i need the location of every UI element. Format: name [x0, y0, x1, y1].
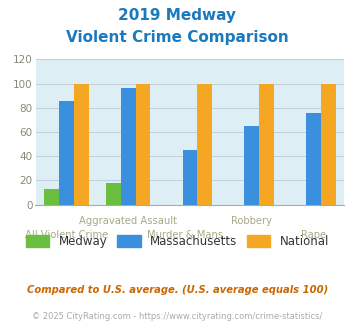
Bar	[306, 113, 321, 205]
Bar	[121, 88, 136, 205]
Text: Robbery: Robbery	[231, 216, 272, 226]
Bar	[106, 183, 121, 205]
Bar	[321, 83, 336, 205]
Text: Murder & Mans...: Murder & Mans...	[147, 230, 233, 240]
Text: Compared to U.S. average. (U.S. average equals 100): Compared to U.S. average. (U.S. average …	[27, 285, 328, 295]
Bar	[44, 189, 59, 205]
Text: Rape: Rape	[301, 230, 326, 240]
Text: Violent Crime Comparison: Violent Crime Comparison	[66, 30, 289, 45]
Text: © 2025 CityRating.com - https://www.cityrating.com/crime-statistics/: © 2025 CityRating.com - https://www.city…	[32, 312, 323, 321]
Bar	[74, 83, 89, 205]
Bar	[136, 83, 151, 205]
Legend: Medway, Massachusetts, National: Medway, Massachusetts, National	[26, 235, 329, 248]
Bar	[259, 83, 274, 205]
Bar	[244, 126, 259, 205]
Text: All Violent Crime: All Violent Crime	[25, 230, 108, 240]
Bar	[197, 83, 212, 205]
Text: Aggravated Assault: Aggravated Assault	[79, 216, 177, 226]
Bar	[182, 150, 197, 205]
Bar	[59, 101, 74, 205]
Text: 2019 Medway: 2019 Medway	[119, 8, 236, 23]
